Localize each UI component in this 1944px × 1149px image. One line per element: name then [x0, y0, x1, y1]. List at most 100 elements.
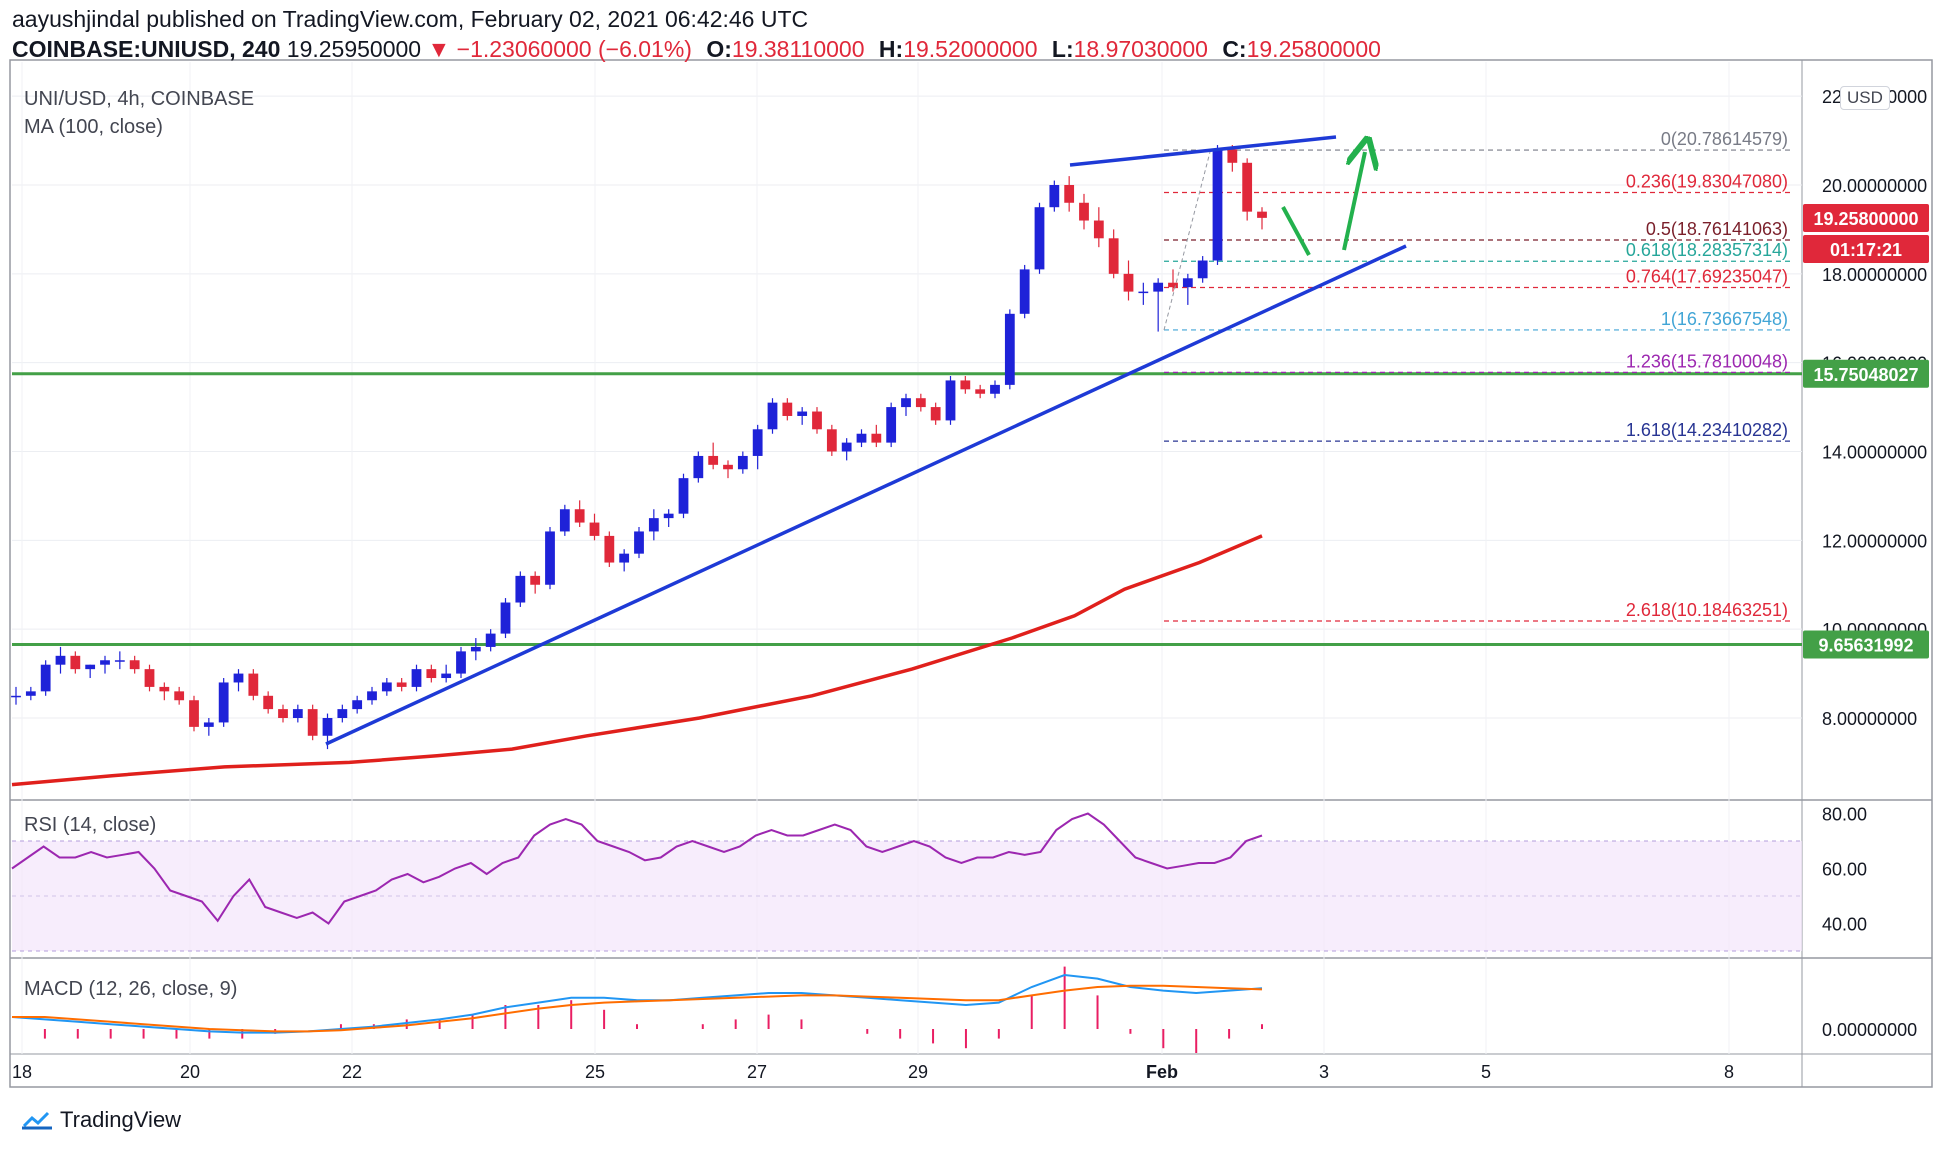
fib-level-label: 0.618(18.28357314): [1626, 240, 1788, 260]
price-tags: 19.25800000 01:17:21 15.75048027 9.65631992: [1803, 203, 1929, 659]
time-tick: 27: [747, 1062, 767, 1082]
candle-body: [1034, 207, 1045, 270]
candle-body: [826, 429, 837, 452]
published-text: published on TradingView.com, February 0…: [146, 6, 809, 32]
price-tag-box: [1803, 359, 1929, 388]
time-tick: 22: [342, 1062, 362, 1082]
candle-body: [456, 651, 466, 674]
rsi-tick: 60.00: [1822, 860, 1867, 880]
macd-line: [11, 973, 1263, 1034]
candle-body: [678, 478, 689, 514]
candle-body: [1182, 278, 1193, 288]
candle-body: [945, 380, 956, 421]
candle-body: [85, 664, 96, 670]
candle-body: [1079, 202, 1089, 221]
candle-body: [530, 575, 541, 585]
candle-body: [812, 411, 822, 430]
candle-body: [975, 389, 986, 394]
candle-body: [55, 655, 66, 665]
candle-body: [248, 673, 259, 696]
candle-body: [574, 509, 585, 523]
time-axis: 18 20 22 25 27 29 Feb 3 5 8: [12, 1062, 1734, 1082]
ohlc-header: COINBASE:UNIUSD, 240 19.25950000 ▼ −1.23…: [12, 36, 1381, 63]
candle-body: [693, 455, 704, 479]
footer-brand[interactable]: TradingView: [60, 1107, 182, 1132]
candles: [11, 145, 1267, 750]
candle-body: [1153, 282, 1164, 292]
macd-title: MACD (12, 26, close, 9): [24, 978, 238, 1000]
candle-body: [144, 669, 155, 687]
low-value: 18.97030000: [1073, 36, 1208, 62]
fib-level-label: 0.764(17.69235047): [1626, 266, 1788, 286]
symbol: COINBASE:UNIUSD, 240: [12, 36, 281, 62]
candle-body: [1212, 149, 1223, 261]
fib-level-label: 0.5(18.76141063): [1646, 219, 1788, 239]
price-tag-text: 15.75048027: [1813, 365, 1918, 385]
candle-body: [352, 700, 363, 710]
candle-body: [1138, 291, 1149, 294]
candle-body: [25, 691, 36, 696]
candle-body: [396, 682, 407, 687]
candle-body: [634, 531, 644, 554]
price-tick: 14.00000000: [1822, 443, 1927, 463]
last-price: 19.25950000: [286, 36, 422, 62]
resistance-trendline[interactable]: [1069, 135, 1337, 167]
candle-body: [70, 655, 81, 670]
price-tag-box: [1803, 630, 1929, 659]
candle-body: [470, 646, 481, 652]
fib-anchor-line: [1163, 151, 1211, 331]
pullback-arrow: [1281, 206, 1311, 256]
tradingview-logo-icon: [22, 1111, 52, 1130]
candle-body: [485, 633, 496, 647]
legend-ma: MA (100, close): [24, 116, 163, 138]
candle-body: [856, 433, 867, 443]
candle-body: [426, 669, 437, 679]
support-trendline[interactable]: [325, 244, 1407, 746]
fibonacci-retracement: 0(20.78614579) 0.236(19.83047080) 0.5(18.7…: [1164, 129, 1792, 622]
macd-lines: [11, 966, 1263, 1053]
chart-border: [9, 59, 1933, 1088]
macd-tick: 0.00000000: [1822, 1020, 1917, 1040]
candle-body: [841, 442, 852, 452]
time-tick: Feb: [1146, 1062, 1178, 1082]
candle-body: [589, 522, 600, 536]
candle-body: [322, 718, 333, 736]
high-label: H:: [878, 36, 904, 62]
candle-body: [174, 691, 185, 701]
candle-body: [307, 709, 318, 736]
candle-body: [604, 535, 615, 563]
candle-body: [500, 602, 511, 634]
candle-body: [114, 660, 125, 662]
candle-body: [218, 682, 229, 723]
currency-badge[interactable]: USD: [1840, 86, 1890, 110]
time-tick: 8: [1724, 1062, 1734, 1082]
candle-body: [1019, 269, 1030, 314]
drawings: [325, 135, 1407, 746]
rsi-polyline: [11, 812, 1263, 925]
candle-body: [930, 407, 941, 421]
ma-100-line: [11, 534, 1263, 787]
price-tag-box: [1803, 203, 1929, 232]
candle-body: [1257, 211, 1267, 218]
candle-body: [752, 429, 763, 456]
fib-level-label: 1.618(14.23410282): [1626, 420, 1788, 440]
candle-body: [278, 709, 288, 718]
candle-body: [381, 682, 392, 692]
candle-body: [233, 673, 244, 683]
fib-level-label: 0(20.78614579): [1661, 129, 1788, 149]
rsi-line: [11, 812, 1263, 925]
upside-arrow: [1342, 152, 1365, 251]
candle-body: [990, 384, 1000, 394]
author[interactable]: aayushjindal: [12, 6, 140, 32]
price-tag-text: 9.65631992: [1818, 635, 1913, 655]
fib-level-label: 2.618(10.18463251): [1626, 600, 1788, 620]
candle-body: [1049, 185, 1060, 208]
candle-body: [515, 575, 526, 603]
price-tag-box: [1803, 234, 1929, 263]
close-value: 19.25800000: [1246, 36, 1381, 62]
candle-body: [1064, 185, 1075, 203]
candle-body: [782, 402, 793, 416]
time-tick: 20: [180, 1062, 200, 1082]
price-tag-text: 19.25800000: [1813, 209, 1918, 229]
